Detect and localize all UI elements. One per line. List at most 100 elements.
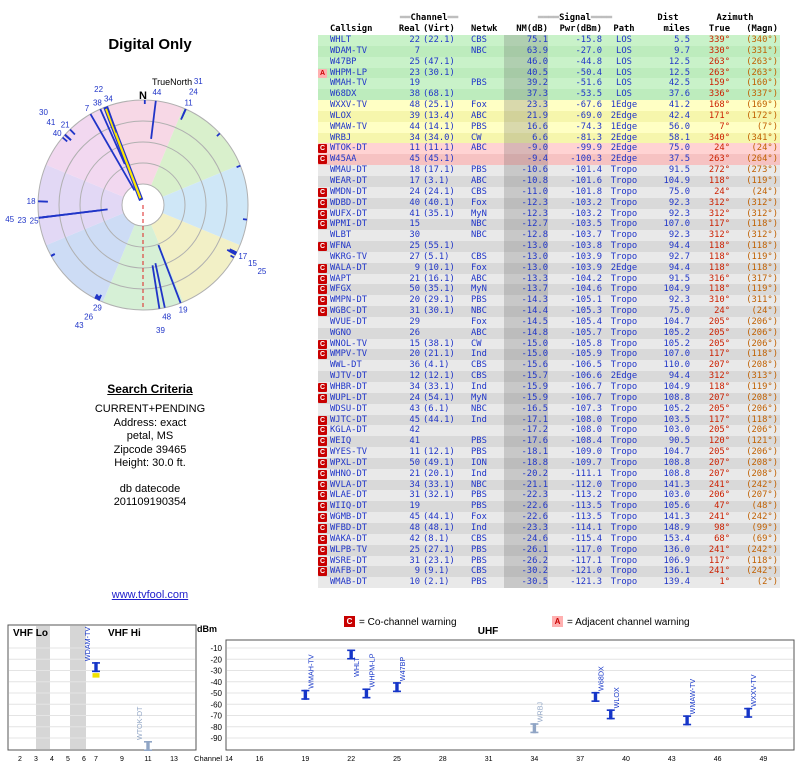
radar-channel-label: 43 [75,321,84,330]
marker-cell [318,317,330,328]
callsign-link[interactable]: WFNA [330,241,352,252]
callsign-link[interactable]: WUPL-DT [330,392,368,403]
station-label: W47BP [398,657,407,682]
callsign-link[interactable]: WGBC-DT [330,306,368,317]
callsign-link[interactable]: WSRE-DT [330,555,368,566]
cell-miles: 104.7 [663,447,690,458]
marker-cell: A [318,68,330,79]
cell-nm: -22.3 [504,490,548,502]
callsign-link[interactable]: WEIQ [330,436,352,447]
cell-virt: (47.1) [423,56,455,67]
co-channel-marker: C [318,513,327,523]
cell-azimuth-magn: (206°) [746,425,778,436]
co-channel-marker: C [318,502,327,512]
callsign-link[interactable]: WAPT [330,273,352,284]
callsign-link[interactable]: WJTC-DT [330,414,368,425]
table-row: WRBJ 34 (34.0) CW 6.6 -81.3 2Edge 58.1 340° (341°… [318,132,780,144]
cell-miles: 136.1 [663,566,690,577]
callsign-link[interactable]: KGLA-DT [330,425,368,436]
callsign-link[interactable]: WAKA-DT [330,533,368,544]
header-col-nm: NM(dB) [516,24,548,34]
cell-azimuth-true: 312° [708,197,730,208]
callsign-link[interactable]: WHBR-DT [330,382,368,392]
callsign-link[interactable]: W68DX [330,89,357,100]
callsign-link[interactable]: WYES-TV [330,447,368,458]
radar-channel-label: 23 [17,216,26,225]
callsign-link[interactable]: WHNO-DT [330,468,368,479]
marker-cell: C [318,458,330,469]
callsign-link[interactable]: WWL-DT [330,360,362,371]
callsign-link[interactable]: WALA-DT [330,262,368,273]
callsign-link[interactable]: WRBJ [330,132,352,143]
table-row: C WFGX 50 (35.1) MyN -13.7 -104.6 Tropo 104.9 118… [318,284,780,296]
cell-nm: -17.2 [504,425,548,437]
callsign-link[interactable]: WUFX-DT [330,208,368,219]
callsign-link[interactable]: WJTV-DT [330,371,368,382]
callsign-link[interactable]: WTOK-DT [330,143,368,154]
cell-azimuth-magn: (312°) [746,197,778,208]
callsign-link[interactable]: WXXV-TV [330,100,368,111]
callsign-link[interactable]: WLAE-DT [330,490,368,501]
cell-netwk: PBS [471,544,487,555]
callsign-link[interactable]: WMPN-DT [330,295,368,306]
cell-azimuth-magn: (118°) [746,241,778,252]
callsign-link[interactable]: WGMB-DT [330,512,368,523]
callsign-link[interactable]: WFGX [330,284,352,295]
callsign-link[interactable]: WLBT [330,230,352,241]
callsign-link[interactable]: WDAM-TV [330,45,368,56]
callsign-link[interactable]: WDSU-DT [330,403,368,414]
callsign-link[interactable]: WMDN-DT [330,186,368,197]
cell-path: Tropo [610,457,638,468]
cell-path: Tropo [610,555,638,566]
callsign-link[interactable]: WEAR-DT [330,175,368,186]
callsign-link[interactable]: WMAB-DT [330,577,368,588]
callsign-link[interactable]: WAFB-DT [330,566,368,577]
callsign-link[interactable]: WGNO [330,327,352,338]
callsign-link[interactable]: WMAU-DT [330,165,368,176]
cell-azimuth-true: 241° [708,512,730,523]
cell-netwk: Fox [471,316,487,327]
cell-netwk [466,57,504,68]
callsign-link[interactable]: WLOX [330,110,352,121]
cell-netwk [466,68,504,79]
callsign-link[interactable]: WPMI-DT [330,219,368,230]
callsign-link[interactable]: W45AA [330,154,357,165]
callsign-link[interactable]: WMAH-TV [330,78,368,89]
radar-channel-label: 25 [257,267,266,276]
cell-pwr: -105.3 [570,306,602,317]
callsign-link[interactable]: WDBD-DT [330,197,368,208]
callsign-link[interactable]: WLPB-TV [330,544,368,555]
cell-azimuth-true: 339° [708,35,730,45]
cell-azimuth-magn: (119°) [746,251,778,262]
callsign-link[interactable]: WKRG-TV [330,251,368,262]
table-row: WWL-DT 36 (4.1) CBS -15.6 -106.5 Tropo 110.0 207… [318,360,780,372]
cell-miles: 42.4 [668,110,690,121]
callsign-link[interactable]: WIIQ-DT [330,501,368,512]
callsign-link[interactable]: WNOL-TV [330,338,368,349]
cell-real: 38 [409,89,420,100]
table-row: C WFBD-DT 48 (48.1) Ind -23.3 -114.1 Tropo 148.9… [318,522,780,534]
cell-azimuth-magn: (207°) [746,490,778,501]
callsign-link[interactable]: W47BP [330,56,357,67]
marker-cell: C [318,523,330,534]
cell-azimuth-magn: (263°) [746,56,778,67]
marker-cell: C [318,436,330,447]
callsign-link[interactable]: WHPM-LP [330,67,368,78]
callsign-link[interactable]: WHLT [330,35,352,45]
cell-virt: (22.1) [423,35,455,45]
callsign-link[interactable]: WPXL-DT [330,457,368,468]
cell-miles: 103.5 [663,414,690,425]
tvfool-link[interactable]: www.tvfool.com [111,589,189,601]
vhf-gray-band [70,626,86,749]
cell-miles: 104.9 [663,175,690,186]
cell-real: 41 [409,436,420,447]
cell-pwr: -101.6 [570,175,602,186]
callsign-link[interactable]: WMAW-TV [330,121,368,132]
callsign-link[interactable]: WMPV-TV [330,349,368,360]
callsign-link[interactable]: WVLA-DT [330,479,368,490]
callsign-link[interactable]: WVUE-DT [330,316,368,327]
table-row: WHLT 22 (22.1) CBS 75.1 -15.8 LOS 5.5 339° (340°) [318,35,780,46]
cell-path: Tropo [610,512,638,523]
callsign-link[interactable]: WFBD-DT [330,522,368,533]
signal-marker [395,682,399,693]
